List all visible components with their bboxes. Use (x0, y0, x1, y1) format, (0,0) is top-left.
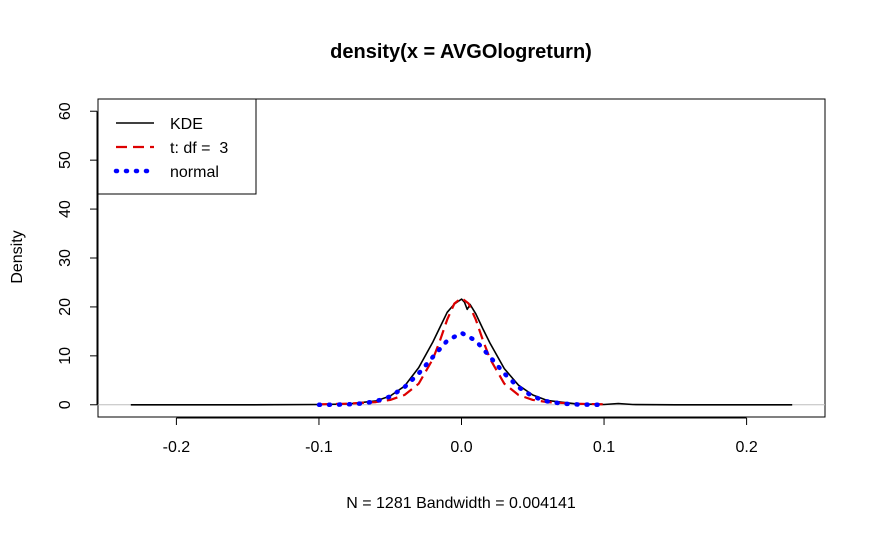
y-tick-label: 10 (57, 347, 74, 365)
y-tick-label: 40 (57, 200, 74, 218)
y-tick-label: 30 (57, 249, 74, 267)
y-tick-label: 20 (57, 298, 74, 316)
series-line-normal (316, 330, 607, 408)
x-tick-label: 0.0 (450, 439, 472, 456)
y-tick-label: 50 (57, 151, 74, 169)
series-line-kde (130, 298, 793, 406)
y-tick-label: 60 (57, 102, 74, 120)
plot-frame (97, 98, 826, 418)
series-line-t-df-3 (318, 297, 605, 406)
chart-title: density(x = AVGOlogreturn) (330, 41, 592, 63)
x-tick-label: 0.1 (593, 439, 615, 456)
x-tick-label: -0.1 (305, 439, 333, 456)
legend-label: KDE (170, 116, 203, 133)
x-axis-label: N = 1281 Bandwidth = 0.004141 (346, 495, 576, 512)
y-axis-label: Density (9, 230, 26, 283)
x-tick-label: -0.2 (163, 439, 191, 456)
legend-label: normal (170, 164, 219, 181)
y-tick-label: 0 (57, 400, 74, 409)
legend-label: t: df = 3 (170, 140, 228, 157)
x-tick-label: 0.2 (735, 439, 757, 456)
legend: KDE t: df = 3 normal (97, 98, 257, 195)
